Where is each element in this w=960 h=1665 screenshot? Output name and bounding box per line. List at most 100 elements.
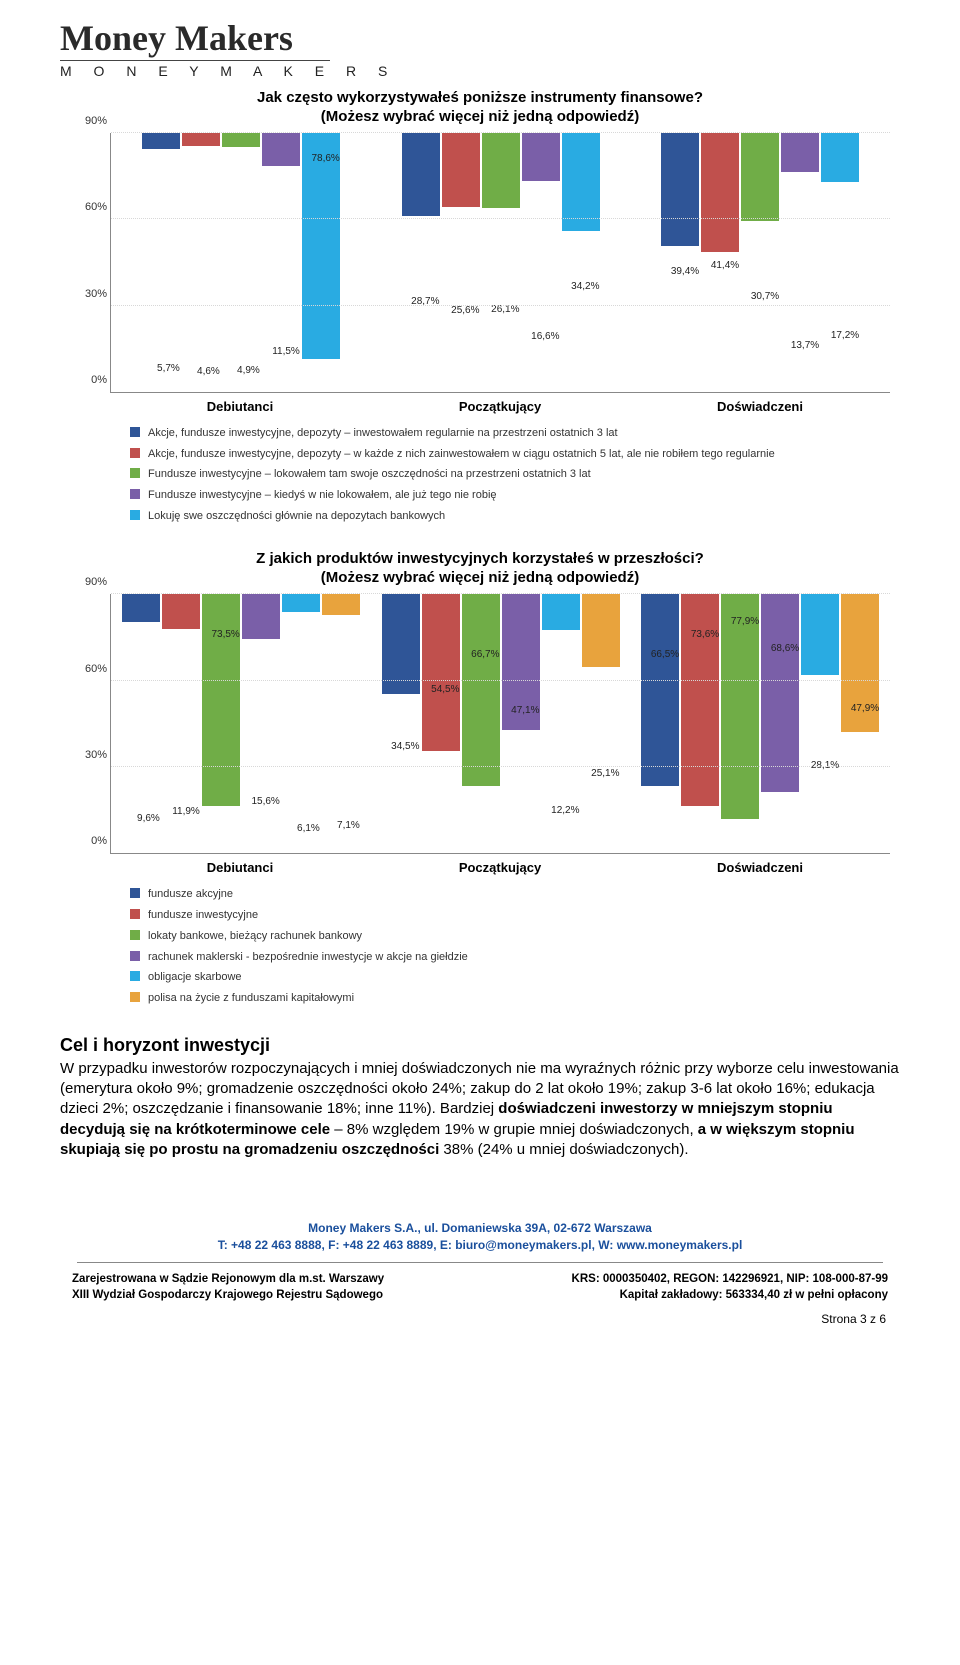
bar-fill [282,594,320,612]
bar-value-label: 78,6% [311,153,339,164]
bar-value-label: 47,1% [511,705,539,716]
footer-left-1: Zarejestrowana w Sądzie Rejonowym dla m.… [72,1273,384,1285]
bar-value-label: 16,6% [531,331,559,342]
footer-contact: T: +48 22 463 8888, F: +48 22 463 8889, … [60,1237,900,1254]
footer-address: Money Makers S.A., ul. Domaniewska 39A, … [60,1220,900,1237]
bar-fill [482,133,520,208]
legend-label: Fundusze inwestycyjne – lokowałem tam sw… [148,465,591,484]
legend-item: polisa na życie z funduszami kapitałowym… [130,989,900,1008]
bar-fill [562,133,600,231]
bar: 26,1% [482,133,520,392]
text: 38% (24% u mniej doświadczonych). [439,1141,688,1158]
bar-value-label: 15,6% [251,796,279,807]
legend-item: Fundusze inwestycyjne – kiedyś w nie lok… [130,486,900,505]
bar: 66,5% [641,594,679,853]
bar: 68,6% [761,594,799,853]
legend-swatch [130,510,140,520]
gridline [111,766,890,767]
legend-swatch [130,427,140,437]
bar-value-label: 13,7% [791,340,819,351]
y-tick: 30% [69,749,107,761]
bar-value-label: 34,2% [571,281,599,292]
chart1-xlabels: DebiutanciPoczątkującyDoświadczeni [110,393,890,414]
footer-columns: Zarejestrowana w Sądzie Rejonowym dla m.… [60,1271,900,1303]
bar: 41,4% [701,133,739,392]
legend-label: polisa na życie z funduszami kapitałowym… [148,989,354,1008]
bar-fill [222,133,260,147]
bar-fill [162,594,200,628]
legend-item: rachunek maklerski - bezpośrednie inwest… [130,948,900,967]
legend-swatch [130,930,140,940]
legend-label: Akcje, fundusze inwestycyjne, depozyty –… [148,424,618,443]
legend-label: Lokuję swe oszczędności głównie na depoz… [148,507,445,526]
bar-value-label: 28,7% [411,296,439,307]
bar: 7,1% [322,594,360,853]
bar-value-label: 4,9% [237,365,260,376]
chart-products: Z jakich produktów inwestycyjnych korzys… [60,550,900,1007]
bar-fill [661,133,699,246]
legend-item: Lokuję swe oszczędności głównie na depoz… [130,507,900,526]
bar: 78,6% [302,133,340,392]
bar-value-label: 66,7% [471,649,499,660]
bar: 47,9% [841,594,879,853]
bar-fill [741,133,779,221]
bar-value-label: 68,6% [771,643,799,654]
x-label: Debiutanci [110,854,370,875]
legend-item: Fundusze inwestycyjne – lokowałem tam sw… [130,465,900,484]
bar: 28,7% [402,133,440,392]
bar: 9,6% [122,594,160,853]
bar-fill [821,133,859,182]
bar-fill [542,594,580,629]
footer-left: Zarejestrowana w Sądzie Rejonowym dla m.… [72,1271,472,1303]
bar: 25,1% [582,594,620,853]
bar-group: 66,5%73,6%77,9%68,6%28,1%47,9% [630,594,890,853]
chart2-plot: 9,6%11,9%73,5%15,6%6,1%7,1%34,5%54,5%66,… [110,594,890,854]
logo-script: Money Makers [60,20,900,56]
legend-item: fundusze akcyjne [130,885,900,904]
legend-swatch [130,971,140,981]
bar: 28,1% [801,594,839,853]
bar-value-label: 25,1% [591,768,619,779]
footer-right: KRS: 0000350402, REGON: 142296921, NIP: … [488,1271,888,1303]
bar-fill [262,133,300,166]
x-label: Debiutanci [110,393,370,414]
bar-value-label: 39,4% [671,266,699,277]
legend-swatch [130,951,140,961]
logo: Money Makers M O N E Y M A K E R S [60,20,900,79]
bar-fill [641,594,679,785]
bar: 34,2% [562,133,600,392]
chart2-xlabels: DebiutanciPoczątkującyDoświadczeni [110,854,890,875]
logo-divider [60,60,330,61]
bar-fill [322,594,360,614]
y-tick: 0% [69,835,107,847]
bar-value-label: 7,1% [337,820,360,831]
bar: 11,5% [262,133,300,392]
bar-fill [781,133,819,172]
y-tick: 60% [69,663,107,675]
x-label: Początkujący [370,393,630,414]
x-label: Doświadczeni [630,393,890,414]
bar-value-label: 73,6% [691,629,719,640]
bar-value-label: 66,5% [651,649,679,660]
bar: 11,9% [162,594,200,853]
bar-value-label: 11,5% [272,346,300,357]
logo-subtext: M O N E Y M A K E R S [60,63,900,79]
bar-group: 5,7%4,6%4,9%11,5%78,6% [111,133,371,392]
legend-label: fundusze inwestycyjne [148,906,258,925]
bar-fill [681,594,719,806]
bar-group: 39,4%41,4%30,7% 13,7% 17,2% [630,133,890,392]
legend-label: fundusze akcyjne [148,885,233,904]
bar-value-label: 17,2% [831,330,859,341]
chart2-title: Z jakich produktów inwestycyjnych korzys… [60,550,900,567]
bar-group: 9,6%11,9%73,5%15,6%6,1%7,1% [111,594,371,853]
gridline [111,680,890,681]
legend-item: Akcje, fundusze inwestycyjne, depozyty –… [130,445,900,464]
bar: 15,6% [242,594,280,853]
footer-contact-text: T: +48 22 463 8888, F: +48 22 463 8889, … [218,1238,743,1252]
legend-swatch [130,448,140,458]
legend-label: Fundusze inwestycyjne – kiedyś w nie lok… [148,486,497,505]
bar-fill [701,133,739,252]
bar-group: 28,7%25,6%26,1%16,6%34,2% [371,133,631,392]
gridline [111,218,890,219]
bar: 30,7% [741,133,779,392]
